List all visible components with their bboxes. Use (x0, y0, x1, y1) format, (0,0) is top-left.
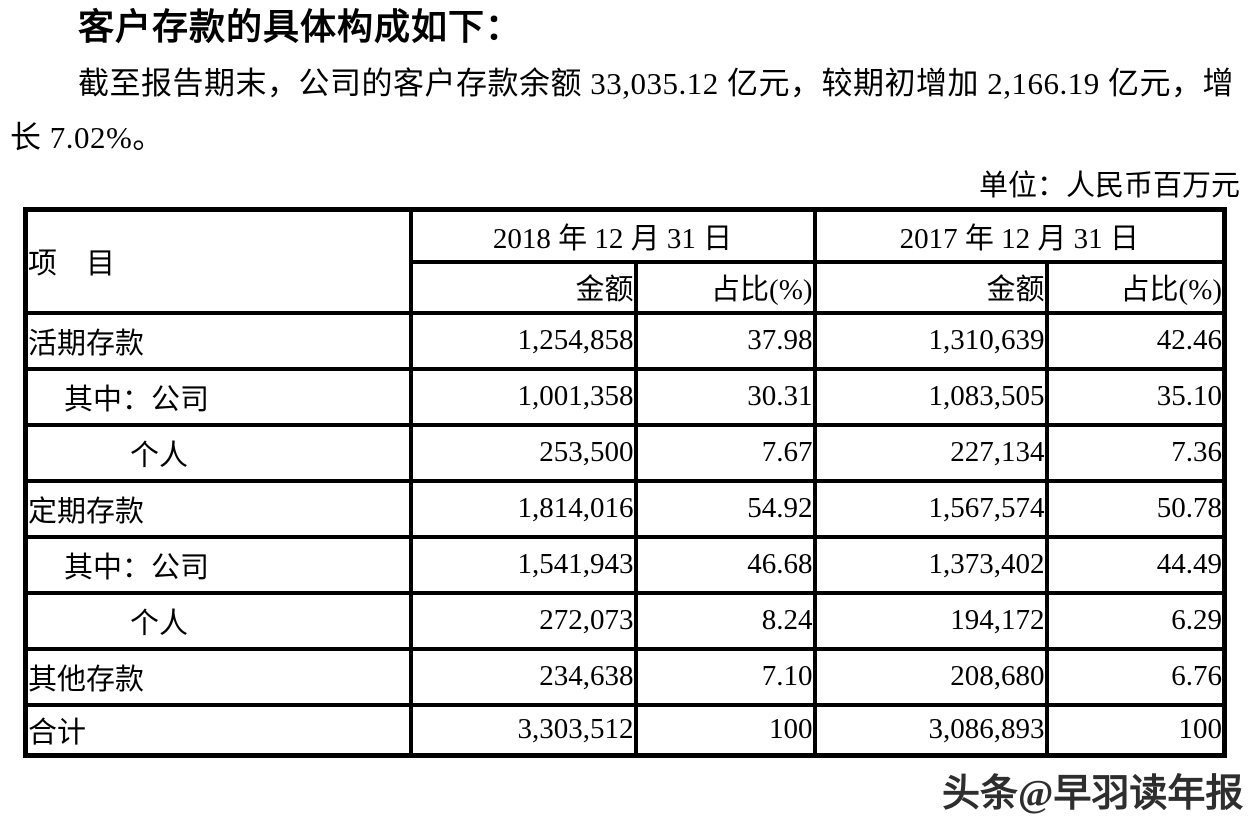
table-header-row-years: 项 目 2018 年 12 月 31 日 2017 年 12 月 31 日 (23, 207, 1227, 315)
table-row-demand-deposits: 活期存款 1,254,858 37.98 1,310,639 42.46 (23, 310, 1227, 371)
amount-2018: 253,500 (408, 422, 638, 483)
section-title: 客户存款的具体构成如下： (78, 7, 523, 47)
ratio-2018: 54.92 (633, 478, 817, 539)
amount-2018: 234,638 (408, 646, 638, 707)
amount-2018: 1,814,016 (408, 478, 638, 539)
summary-paragraph: 截至报告期末，公司的客户存款余额 33,035.12 亿元，较期初增加 2,16… (10, 66, 1234, 155)
amount-2017: 3,086,893 (812, 702, 1049, 758)
row-label: 活期存款 (23, 310, 413, 371)
amount-2018: 272,073 (408, 590, 638, 651)
column-header-amount-2017: 金额 (812, 259, 1049, 315)
amount-2018: 1,001,358 (408, 366, 638, 427)
ratio-2018: 100 (633, 702, 817, 758)
row-label: 定期存款 (23, 478, 413, 539)
column-header-ratio-2018: 占比(%) (633, 259, 817, 315)
ratio-2017: 6.76 (1044, 646, 1227, 707)
row-label: 其中：公司 (23, 366, 413, 427)
table-row-time-corporate: 其中：公司 1,541,943 46.68 1,373,402 44.49 (23, 534, 1227, 595)
ratio-2018: 7.10 (633, 646, 817, 707)
toutiao-watermark: 头条@早羽读年报 (942, 773, 1244, 815)
table-row-other-deposits: 其他存款 234,638 7.10 208,680 6.76 (23, 646, 1227, 707)
amount-2017: 1,567,574 (812, 478, 1049, 539)
table-row-time-deposits: 定期存款 1,814,016 54.92 1,567,574 50.78 (23, 478, 1227, 539)
ratio-2018: 46.68 (633, 534, 817, 595)
amount-2017: 1,083,505 (812, 366, 1049, 427)
row-label: 合计 (23, 702, 413, 758)
amount-2017: 194,172 (812, 590, 1049, 651)
ratio-2017: 6.29 (1044, 590, 1227, 651)
amount-2018: 1,254,858 (408, 310, 638, 371)
unit-label: 单位：人民币百万元 (978, 170, 1240, 202)
ratio-2017: 7.36 (1044, 422, 1227, 483)
amount-2017: 227,134 (812, 422, 1049, 483)
column-header-2017: 2017 年 12 月 31 日 (812, 207, 1227, 264)
column-header-item: 项 目 (23, 207, 413, 315)
column-header-2018: 2018 年 12 月 31 日 (408, 207, 817, 264)
ratio-2018: 37.98 (633, 310, 817, 371)
amount-2017: 1,373,402 (812, 534, 1049, 595)
row-label: 其中：公司 (23, 534, 413, 595)
ratio-2018: 30.31 (633, 366, 817, 427)
ratio-2017: 35.10 (1044, 366, 1227, 427)
table-row-demand-corporate: 其中：公司 1,001,358 30.31 1,083,505 35.10 (23, 366, 1227, 427)
ratio-2018: 7.67 (633, 422, 817, 483)
row-label: 其他存款 (23, 646, 413, 707)
table-header-row-measures: 金额 占比(%) 金额 占比(%) (26, 259, 1227, 315)
amount-2018: 3,303,512 (408, 702, 638, 758)
amount-2017: 208,680 (812, 646, 1049, 707)
row-label: 个人 (23, 590, 413, 651)
row-label: 个人 (23, 422, 413, 483)
amount-2017: 1,310,639 (812, 310, 1049, 371)
column-header-ratio-2017: 占比(%) (1044, 259, 1227, 315)
ratio-2017: 100 (1044, 702, 1227, 758)
table-row-time-personal: 个人 272,073 8.24 194,172 6.29 (23, 590, 1227, 651)
table-row-demand-personal: 个人 253,500 7.67 227,134 7.36 (23, 422, 1227, 483)
ratio-2017: 50.78 (1044, 478, 1227, 539)
column-header-amount-2018: 金额 (408, 259, 638, 315)
ratio-2018: 8.24 (633, 590, 817, 651)
ratio-2017: 44.49 (1044, 534, 1227, 595)
amount-2018: 1,541,943 (408, 534, 638, 595)
table-row-total: 合计 3,303,512 100 3,086,893 100 (23, 702, 1227, 758)
deposit-composition-table: 项 目 2018 年 12 月 31 日 2017 年 12 月 31 日 金额… (23, 207, 1228, 758)
ratio-2017: 42.46 (1044, 310, 1227, 371)
